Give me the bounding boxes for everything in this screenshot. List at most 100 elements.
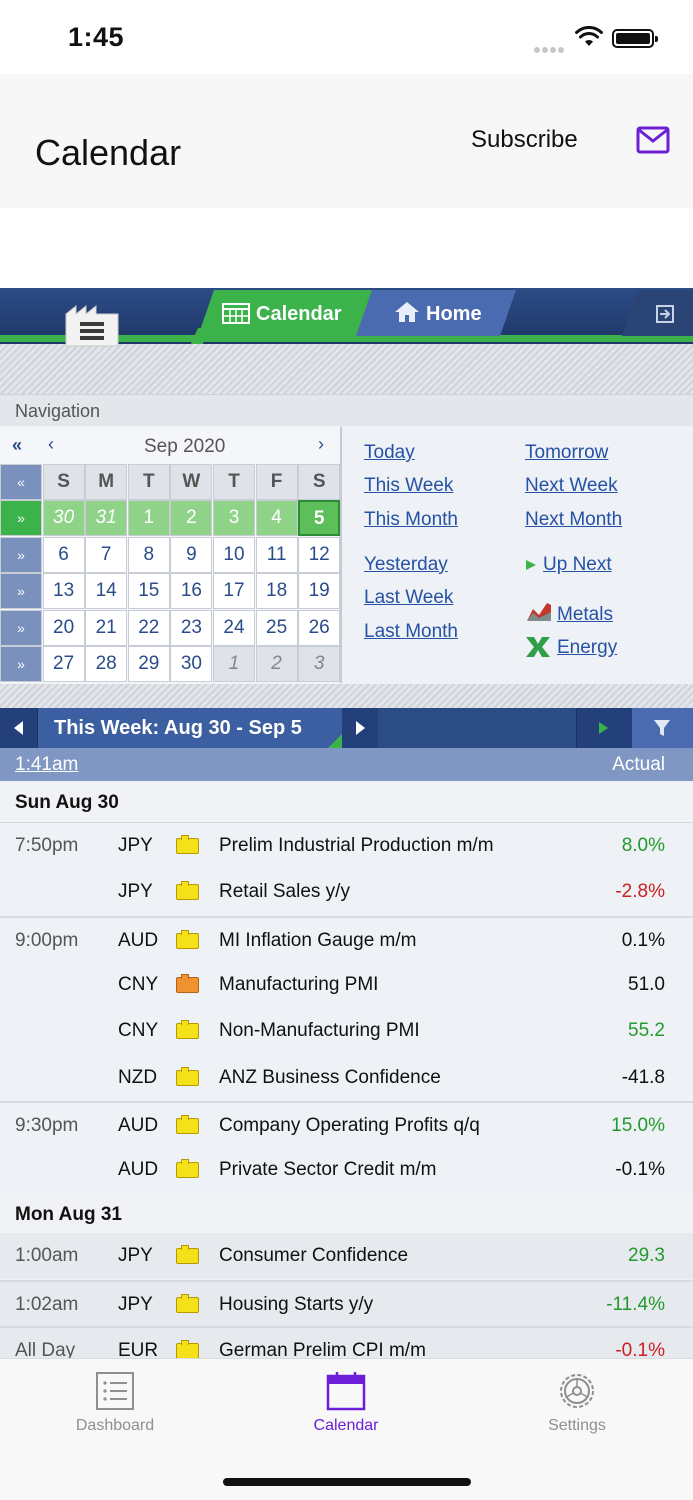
mini-calendar: « ‹ Sep 2020 › «S M T W T F S» 30 31 1 2 3 4 5» 6 7 8 9 10… <box>0 427 342 683</box>
link-energy[interactable]: Energy <box>557 637 618 658</box>
link-next-week[interactable]: Next Week <box>525 475 618 496</box>
calendar-day[interactable]: 29 <box>127 646 170 682</box>
link-metals[interactable]: Metals <box>557 604 613 625</box>
select-week-arrow[interactable]: » <box>0 500 42 537</box>
calendar-day[interactable]: 16 <box>170 573 213 610</box>
tab-dashboard[interactable]: Dashboard <box>35 1371 195 1435</box>
event-currency: AUD <box>118 929 159 951</box>
link-last-week[interactable]: Last Week <box>364 587 454 608</box>
event-row[interactable]: 7:50pm JPY Prelim Industrial Production m/… <box>0 823 693 869</box>
prev-month-button[interactable]: ‹ <box>48 434 54 454</box>
calendar-day[interactable]: 2 <box>170 500 213 537</box>
event-row[interactable]: CNY Manufacturing PMI 51.0 <box>0 962 693 1008</box>
calendar-day[interactable]: 3 <box>213 500 255 537</box>
status-time: 1:45 <box>68 22 125 52</box>
calendar-day[interactable]: 17 <box>213 573 255 610</box>
next-month-button[interactable]: › <box>318 434 324 454</box>
calendar-day[interactable]: 15 <box>127 573 170 610</box>
calendar-day[interactable]: 12 <box>298 536 341 573</box>
page-title: Calendar <box>35 132 182 173</box>
calendar-day[interactable]: 25 <box>255 609 298 646</box>
jump-to-next-button[interactable] <box>576 708 632 748</box>
first-month-button[interactable]: « <box>12 435 23 455</box>
calendar-day[interactable]: 3 <box>298 646 341 682</box>
current-time-link[interactable]: 1:41am <box>15 754 79 775</box>
select-week-arrow[interactable]: » <box>0 609 42 646</box>
mail-icon[interactable] <box>636 126 670 154</box>
site-menu-icon[interactable] <box>64 302 120 348</box>
calendar-day[interactable]: 31 <box>85 500 128 537</box>
calendar-day[interactable]: 10 <box>213 536 255 573</box>
event-row[interactable]: All Day EUR German Prelim CPI m/m -0.1% <box>0 1326 693 1358</box>
subscribe-button[interactable]: Subscribe <box>471 126 578 153</box>
tab-settings[interactable]: Settings <box>497 1371 657 1435</box>
link-up-next[interactable]: Up Next <box>543 554 612 575</box>
calendar-day[interactable]: 30 <box>42 500 85 537</box>
event-row[interactable]: 9:00pm AUD MI Inflation Gauge m/m 0.1% <box>0 915 693 962</box>
link-this-week[interactable]: This Week <box>364 475 454 496</box>
calendar-day[interactable]: 9 <box>170 536 213 573</box>
calendar-day[interactable]: 30 <box>170 646 213 682</box>
calendar-day[interactable]: 23 <box>170 609 213 646</box>
event-actual: -0.1% <box>615 1159 665 1181</box>
calendar-day[interactable]: 18 <box>255 573 298 610</box>
calendar-day[interactable]: 13 <box>42 573 85 610</box>
calendar-day[interactable]: 28 <box>85 646 128 682</box>
event-actual: -11.4% <box>606 1293 665 1315</box>
tab-dashboard-label: Dashboard <box>75 1417 155 1434</box>
calendar-day[interactable]: 1 <box>127 500 170 537</box>
calendar-day[interactable]: 5 <box>298 500 341 537</box>
link-next-month[interactable]: Next Month <box>525 509 623 530</box>
calendar-day[interactable]: 21 <box>85 609 128 646</box>
event-row[interactable]: JPY Retail Sales y/y -2.8% <box>0 869 693 915</box>
link-this-month[interactable]: This Month <box>364 509 458 530</box>
event-row[interactable]: 9:30pm AUD Company Operating Profits q/q 15… <box>0 1100 693 1147</box>
prev-week-button[interactable] <box>0 708 38 748</box>
site-tab-home[interactable]: Home <box>356 290 516 336</box>
calendar-day[interactable]: 27 <box>42 646 85 682</box>
navigation-label: Navigation <box>15 401 101 421</box>
calendar-day[interactable]: 7 <box>85 536 128 573</box>
event-actual: -2.8% <box>615 881 665 903</box>
event-row[interactable]: 1:00am JPY Consumer Confidence 29.3 <box>0 1233 693 1280</box>
select-week-arrow[interactable]: » <box>0 536 42 573</box>
link-yesterday[interactable]: Yesterday <box>364 554 448 575</box>
calendar-day[interactable]: 11 <box>255 536 298 573</box>
navigation-section-header: Navigation <box>0 394 693 426</box>
next-week-button[interactable] <box>342 708 378 748</box>
event-actual: -0.1% <box>615 1340 665 1358</box>
site-tab-exit[interactable] <box>622 290 693 336</box>
select-month-arrow[interactable]: « <box>0 464 42 500</box>
calendar-day[interactable]: 20 <box>42 609 85 646</box>
select-week-arrow[interactable]: » <box>0 573 42 610</box>
day-header: Mon Aug 31 <box>0 1193 693 1236</box>
site-tab-calendar[interactable]: Calendar <box>198 290 378 336</box>
battery-icon <box>612 29 658 48</box>
event-row[interactable]: CNY Non-Manufacturing PMI 55.2 <box>0 1008 693 1054</box>
calendar-day[interactable]: 19 <box>298 573 341 610</box>
link-last-month[interactable]: Last Month <box>364 621 458 642</box>
link-today[interactable]: Today <box>364 442 415 463</box>
tab-calendar[interactable]: Calendar <box>266 1371 426 1435</box>
impact-folder-icon <box>176 973 199 993</box>
select-week-arrow[interactable]: » <box>0 646 42 682</box>
calendar-day[interactable]: 2 <box>255 646 298 682</box>
link-tomorrow[interactable]: Tomorrow <box>525 442 609 463</box>
event-row[interactable]: 1:02am JPY Housing Starts y/y -11.4% <box>0 1279 693 1326</box>
event-row[interactable]: AUD Private Sector Credit m/m -0.1% <box>0 1147 693 1193</box>
event-row[interactable]: NZD ANZ Business Confidence -41.8 <box>0 1055 693 1101</box>
calendar-day[interactable]: 14 <box>85 573 128 610</box>
cellular-signal-icon <box>534 40 566 53</box>
calendar-day[interactable]: 24 <box>213 609 255 646</box>
calendar-day[interactable]: 8 <box>127 536 170 573</box>
wifi-icon <box>575 26 603 46</box>
event-name: MI Inflation Gauge m/m <box>219 929 417 951</box>
tab-calendar-label: Calendar <box>313 1417 379 1434</box>
calendar-day[interactable]: 26 <box>298 609 341 646</box>
calendar-day[interactable]: 6 <box>42 536 85 573</box>
calendar-day[interactable]: 1 <box>213 646 255 682</box>
filter-button[interactable] <box>632 708 693 748</box>
calendar-icon <box>326 1372 366 1411</box>
calendar-day[interactable]: 4 <box>255 500 298 537</box>
calendar-day[interactable]: 22 <box>127 609 170 646</box>
